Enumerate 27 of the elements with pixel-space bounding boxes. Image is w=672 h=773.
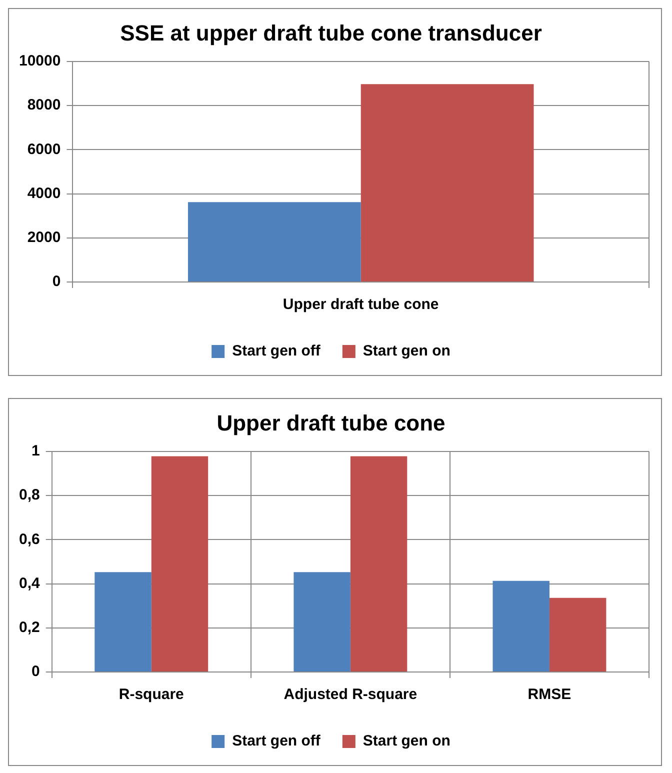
legend-label: Start gen on [362,732,450,750]
y-tick-label: 0,6 [18,530,40,548]
y-tick-label: 6000 [27,140,61,158]
chart-title: Upper draft tube cone [216,410,446,436]
bar [492,580,550,672]
y-tick-label: 1 [32,442,40,460]
x-tick-label: RMSE [528,686,572,704]
y-tick-label: 2000 [27,229,61,246]
bar [94,572,152,672]
bar [350,456,408,672]
chart-title: SSE at upper draft tube cone transducer [120,20,542,46]
y-tick-label: 0 [52,273,61,290]
legend-label: Start gen off [232,732,322,750]
y-tick-label: 0 [32,663,40,680]
bar [294,572,350,672]
legend-label: Start gen on [362,342,450,360]
y-tick-label: 4000 [27,184,61,202]
x-tick-label: R-square [118,686,184,704]
legend-label: Start gen off [232,342,322,360]
bar [549,598,606,672]
y-tick-label: 8000 [27,96,61,114]
y-tick-label: 0,8 [18,486,40,504]
y-tick-label: 10000 [18,52,61,70]
bar [151,456,208,672]
y-tick-label: 0,4 [18,574,40,592]
x-tick-label: Adjusted R-square [284,686,418,704]
y-tick-label: 0,2 [18,619,40,636]
